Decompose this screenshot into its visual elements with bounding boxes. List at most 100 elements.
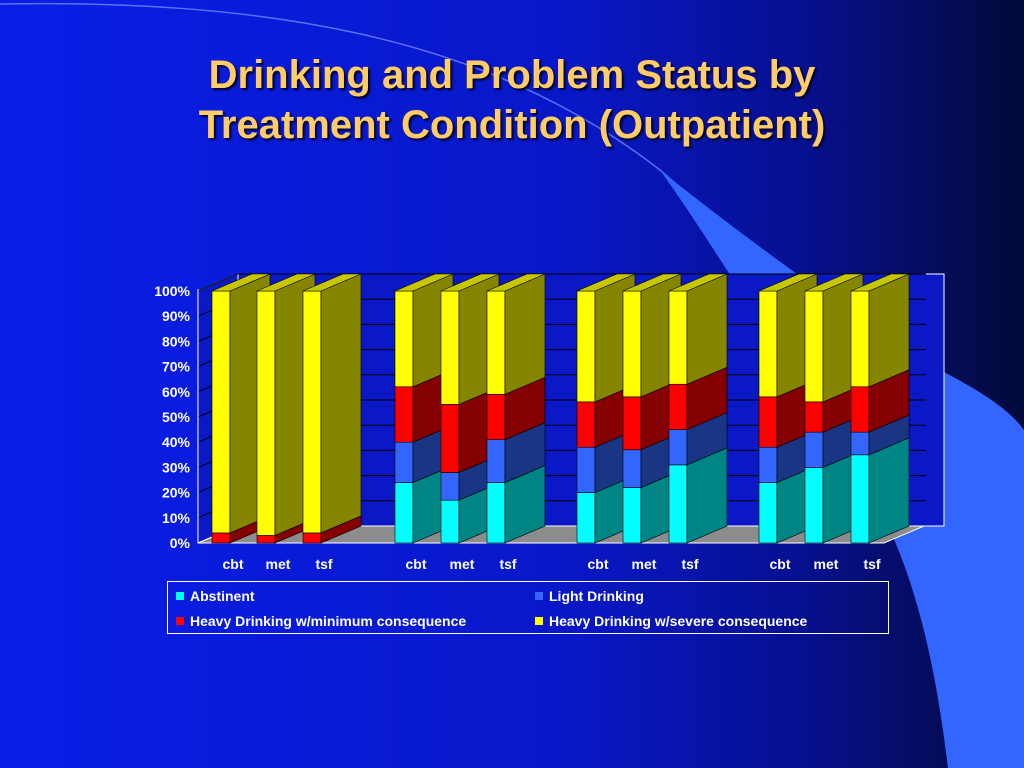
gridline-side	[197, 273, 239, 292]
bar-segment	[576, 401, 596, 448]
bar-segment	[758, 290, 778, 398]
legend-item-heavy-severe: Heavy Drinking w/severe consequence	[535, 613, 807, 629]
bar-segment	[850, 454, 870, 544]
y-tick-label: 60%	[162, 384, 191, 400]
bar-segment	[668, 464, 688, 544]
bar-segment	[758, 396, 778, 448]
y-tick-label: 20%	[162, 485, 191, 501]
x-tick-label: cbt	[770, 556, 791, 572]
legend-item-abstinent: Abstinent	[176, 588, 255, 604]
x-tick-label: tsf	[681, 556, 698, 572]
y-tick-label: 30%	[162, 459, 191, 475]
bar-segment	[576, 492, 596, 544]
bar-stack	[486, 273, 546, 544]
bar-segment	[668, 383, 688, 430]
bar-segment-side	[504, 273, 546, 395]
y-tick-label: 40%	[162, 434, 191, 450]
bar-segment-top	[486, 273, 546, 292]
bar-segment-top	[758, 273, 818, 292]
bar-segment	[440, 499, 460, 544]
background-accent-shape	[660, 170, 1024, 768]
legend-swatch-abstinent	[176, 592, 184, 600]
bar-segment	[211, 532, 231, 544]
y-tick-label: 70%	[162, 359, 191, 375]
bar-stack	[302, 273, 362, 544]
bar-segment-side	[868, 273, 910, 388]
legend-label-light-drinking: Light Drinking	[549, 588, 644, 604]
y-tick-label: 90%	[162, 308, 191, 324]
bar-segment	[440, 472, 460, 501]
slide-title-line-1: Drinking and Problem Status by	[208, 53, 816, 97]
bar-segment-top	[302, 273, 362, 292]
bar-segment	[804, 467, 824, 544]
bar-segment-top	[804, 273, 864, 292]
x-tick-label: met	[266, 556, 291, 572]
legend-swatch-heavy-minimum	[176, 617, 184, 625]
bar-segment-top	[211, 273, 271, 292]
legend-label-heavy-severe: Heavy Drinking w/severe consequence	[549, 613, 808, 629]
bar-segment	[486, 394, 506, 440]
legend-swatch-heavy-severe	[535, 617, 543, 625]
legend-item-light-drinking: Light Drinking	[535, 588, 644, 604]
bar-stack	[668, 273, 728, 544]
bar-segment	[394, 386, 414, 443]
x-tick-label: met	[450, 556, 475, 572]
x-axis-tick-labels: cbt met tsf cbt met tsf cbt met tsf cbt met tsf	[223, 556, 881, 572]
bar-segment-side	[686, 273, 728, 385]
x-tick-label: cbt	[588, 556, 609, 572]
bar-segment	[758, 446, 778, 483]
bar-segment	[486, 290, 506, 395]
slide-title: Drinking and Problem Status by Treatment…	[0, 50, 1024, 150]
legend-label-abstinent: Abstinent	[190, 588, 255, 604]
bar-segment	[576, 290, 596, 403]
y-tick-label: 80%	[162, 333, 191, 349]
bar-segment	[486, 482, 506, 544]
bar-segment	[256, 290, 276, 536]
bar-segment-top	[576, 273, 636, 292]
bar-segment	[758, 482, 778, 544]
bar-segment	[622, 487, 642, 544]
x-tick-label: tsf	[863, 556, 880, 572]
bar-segment	[804, 431, 824, 468]
x-tick-label: met	[814, 556, 839, 572]
y-tick-label: 50%	[162, 409, 191, 425]
bar-segment	[804, 401, 824, 433]
y-tick-label: 0%	[170, 535, 191, 551]
bar-segment-top	[850, 273, 910, 292]
bar-segment	[622, 449, 642, 488]
bar-stack	[850, 273, 910, 544]
bar-segment	[440, 404, 460, 473]
bar-segment	[394, 441, 414, 483]
bar-segment-top	[668, 273, 728, 292]
bar-segment	[440, 290, 460, 405]
bar-segment-top	[256, 273, 316, 292]
bar-segment	[850, 386, 870, 433]
x-tick-label: tsf	[499, 556, 516, 572]
bar-segment-top	[622, 273, 682, 292]
bar-segment	[486, 439, 506, 483]
y-tick-label: 10%	[162, 510, 191, 526]
bar-segment	[394, 482, 414, 544]
bar-segment	[622, 396, 642, 451]
bar-segment	[302, 532, 322, 544]
bar-segment	[211, 290, 231, 534]
bar-segment	[622, 290, 642, 398]
x-tick-label: cbt	[223, 556, 244, 572]
bar-segment-side	[868, 437, 910, 544]
bar-segment	[850, 431, 870, 456]
legend-item-heavy-minimum: Heavy Drinking w/minimum consequence	[176, 613, 466, 629]
bar-segment-side	[320, 273, 362, 534]
chart-bars	[211, 273, 910, 544]
bar-segment-top	[440, 273, 500, 292]
x-tick-label: tsf	[315, 556, 332, 572]
legend-label-heavy-minimum: Heavy Drinking w/minimum consequence	[190, 613, 467, 629]
chart-legend: Abstinent Light Drinking Heavy Drinking …	[167, 581, 889, 634]
bar-segment	[302, 290, 322, 534]
bar-segment	[576, 446, 596, 493]
bar-segment	[394, 290, 414, 388]
legend-swatch-light-drinking	[535, 592, 543, 600]
bar-segment-top	[394, 273, 454, 292]
bar-segment	[850, 290, 870, 388]
